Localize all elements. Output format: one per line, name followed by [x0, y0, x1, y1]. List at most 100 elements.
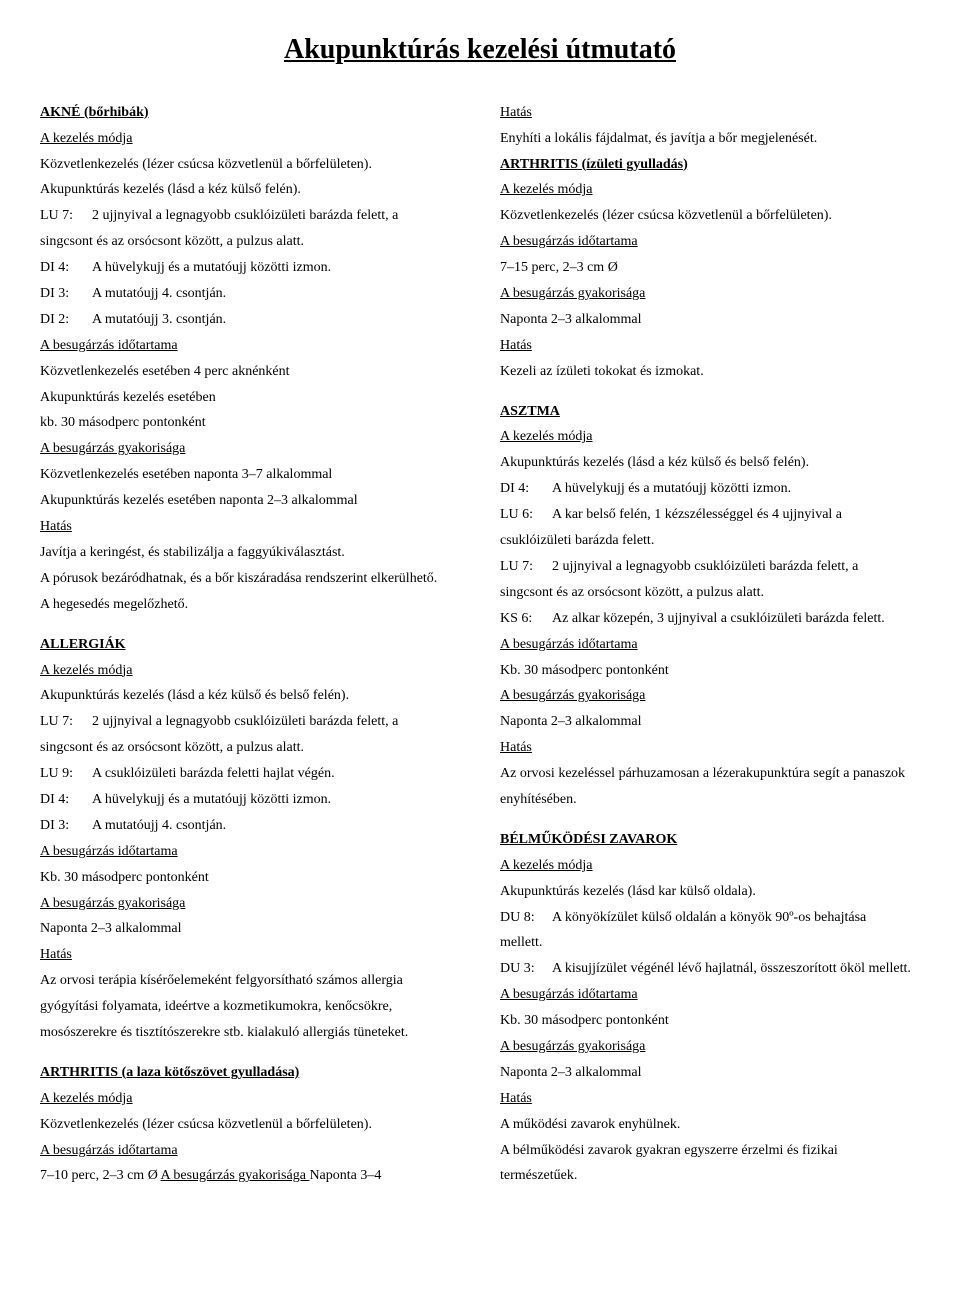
treatment-mode-label: A kezelés módja — [500, 429, 593, 444]
akne-dur3: kb. 30 másodperc pontonként — [40, 410, 460, 436]
allergia-eff1: Az orvosi terápia kísérőelemeként felgyo… — [40, 968, 460, 994]
arth-freq: Naponta 2–3 alkalommal — [500, 307, 920, 333]
lu6-text: A kar belső felén, 1 kézszélességgel és … — [552, 507, 842, 522]
allergia-freq: Naponta 2–3 alkalommal — [40, 916, 460, 942]
irr-duration-label: A besugárzás időtartama — [40, 338, 178, 353]
right-column: Hatás Enyhíti a lokális fájdalmat, és ja… — [500, 100, 920, 1190]
akne-acu-text: Akupunktúrás kezelés (lásd a kéz külső f… — [40, 177, 460, 203]
ks6-code: KS 6: — [500, 606, 552, 632]
irr-duration-label: A besugárzás időtartama — [40, 844, 178, 859]
lu7-code: LU 7: — [40, 203, 92, 229]
left-column: AKNÉ (bőrhibák) A kezelés módja Közvetle… — [40, 100, 460, 1190]
lu7-cont: singcsont és az orsócsont között, a pulz… — [40, 735, 460, 761]
akne-dur2: Akupunktúrás kezelés esetében — [40, 385, 460, 411]
irr-duration-label: A besugárzás időtartama — [40, 1143, 178, 1158]
asztma-eff1: Az orvosi kezeléssel párhuzamosan a léze… — [500, 761, 920, 787]
akne-freq2: Akupunktúrás kezelés esetében naponta 2–… — [40, 488, 460, 514]
di4-code: DI 4: — [40, 787, 92, 813]
akne-eff1: Javítja a keringést, és stabilizálja a f… — [40, 540, 460, 566]
allergia-eff3: mosószerekre és tisztítószerekre stb. ki… — [40, 1020, 460, 1046]
arth-direct: Közvetlenkezelés (lézer csúcsa közvetlen… — [500, 203, 920, 229]
arthritis-heading: ARTHRITIS (ízületi gyulladás) — [500, 157, 688, 172]
bel-eff3: természetűek. — [500, 1163, 920, 1189]
irr-freq-label: A besugárzás gyakorisága — [500, 688, 645, 703]
akne-eff3: A hegesedés megelőzhető. — [40, 592, 460, 618]
treatment-mode-label: A kezelés módja — [500, 182, 593, 197]
asztma-acu: Akupunktúrás kezelés (lásd a kéz külső é… — [500, 450, 920, 476]
du3-code: DU 3: — [500, 956, 552, 982]
lu7-code: LU 7: — [500, 554, 552, 580]
di4-text: A hüvelykujj és a mutatóujj közötti izmo… — [92, 792, 331, 807]
irr-duration-label: A besugárzás időtartama — [500, 234, 638, 249]
asztma-dur: Kb. 30 másodperc pontonként — [500, 658, 920, 684]
akne-dur1: Közvetlenkezelés esetében 4 perc aknénké… — [40, 359, 460, 385]
du8-text: A könyökízület külső oldalán a könyök 90… — [552, 910, 866, 925]
irr-freq-label: A besugárzás gyakorisága — [40, 896, 185, 911]
asztma-heading: ASZTMA — [500, 404, 560, 419]
di4-text: A hüvelykujj és a mutatóujj közötti izmo… — [552, 481, 791, 496]
effect-label: Hatás — [500, 1091, 532, 1106]
arthritis-loose-heading: ARTHRITIS (a laza kötőszövet gyulladása) — [40, 1065, 299, 1080]
akne-eff2: A pórusok bezáródhatnak, és a bőr kiszár… — [40, 566, 460, 592]
treatment-mode-label: A kezelés módja — [40, 131, 133, 146]
di2-text: A mutatóujj 3. csontján. — [92, 312, 226, 327]
du3-text: A kisujjízület végénél lévő hajlatnál, ö… — [552, 961, 911, 976]
di4-code: DI 4: — [500, 476, 552, 502]
irr-freq-label: A besugárzás gyakorisága — [40, 441, 185, 456]
asztma-eff2: enyhítésében. — [500, 787, 920, 813]
columns-container: AKNÉ (bőrhibák) A kezelés módja Közvetle… — [40, 100, 920, 1190]
di3-text: A mutatóujj 4. csontján. — [92, 818, 226, 833]
lu9-text: A csuklóizületi barázda feletti hajlat v… — [92, 766, 335, 781]
di3-text: A mutatóujj 4. csontján. — [92, 286, 226, 301]
irr-freq-label: A besugárzás gyakorisága — [500, 1039, 645, 1054]
bel-heading: BÉLMŰKÖDÉSI ZAVAROK — [500, 832, 677, 847]
lu7-text: 2 ujjnyival a legnagyobb csuklóizületi b… — [92, 714, 398, 729]
effect-label: Hatás — [40, 519, 72, 534]
arthritis-loose-freq-label: A besugárzás gyakorisága — [161, 1168, 310, 1183]
effect-label: Hatás — [500, 338, 532, 353]
bel-dur: Kb. 30 másodperc pontonként — [500, 1008, 920, 1034]
arthritis-loose-dur-a: 7–10 perc, 2–3 cm Ø — [40, 1168, 161, 1183]
lu6-cont: csuklóizületi barázda felett. — [500, 528, 920, 554]
du8-cont: mellett. — [500, 930, 920, 956]
lu7-cont: singcsont és az orsócsont között, a pulz… — [40, 229, 460, 255]
du8-code: DU 8: — [500, 905, 552, 931]
di4-code: DI 4: — [40, 255, 92, 281]
akne-heading: AKNÉ (bőrhibák) — [40, 105, 149, 120]
lu9-code: LU 9: — [40, 761, 92, 787]
treatment-mode-label: A kezelés módja — [500, 858, 593, 873]
lu7-code: LU 7: — [40, 709, 92, 735]
lu7-text: 2 ujjnyival a legnagyobb csuklóizületi b… — [552, 559, 858, 574]
bel-acu: Akupunktúrás kezelés (lásd kar külső old… — [500, 879, 920, 905]
arth-eff: Kezeli az ízületi tokokat és izmokat. — [500, 359, 920, 385]
lu6-code: LU 6: — [500, 502, 552, 528]
page-title: Akupunktúrás kezelési útmutató — [40, 24, 920, 76]
effect-label: Hatás — [40, 947, 72, 962]
effect-label: Hatás — [500, 105, 532, 120]
arth-loose-eff: Enyhíti a lokális fájdalmat, és javítja … — [500, 126, 920, 152]
arthritis-loose-freq-val: Naponta 3–4 — [309, 1168, 381, 1183]
arthritis-loose-direct: Közvetlenkezelés (lézer csúcsa közvetlen… — [40, 1112, 460, 1138]
irr-duration-label: A besugárzás időtartama — [500, 637, 638, 652]
allergia-dur: Kb. 30 másodperc pontonként — [40, 865, 460, 891]
di2-code: DI 2: — [40, 307, 92, 333]
bel-eff2: A bélműködési zavarok gyakran egyszerre … — [500, 1138, 920, 1164]
bel-freq: Naponta 2–3 alkalommal — [500, 1060, 920, 1086]
di4-text: A hüvelykujj és a mutatóujj közötti izmo… — [92, 260, 331, 275]
ks6-text: Az alkar közepén, 3 ujjnyival a csuklóiz… — [552, 611, 885, 626]
akne-freq1: Közvetlenkezelés esetében naponta 3–7 al… — [40, 462, 460, 488]
effect-label: Hatás — [500, 740, 532, 755]
allergia-heading: ALLERGIÁK — [40, 637, 126, 652]
irr-duration-label: A besugárzás időtartama — [500, 987, 638, 1002]
akne-direct-text: Közvetlenkezelés (lézer csúcsa közvetlen… — [40, 152, 460, 178]
treatment-mode-label: A kezelés módja — [40, 1091, 133, 1106]
treatment-mode-label: A kezelés módja — [40, 663, 133, 678]
bel-eff1: A működési zavarok enyhülnek. — [500, 1112, 920, 1138]
arth-dur: 7–15 perc, 2–3 cm Ø — [500, 255, 920, 281]
di3-code: DI 3: — [40, 813, 92, 839]
lu7-cont: singcsont és az orsócsont között, a pulz… — [500, 580, 920, 606]
allergia-eff2: gyógyítási folyamata, ideértve a kozmeti… — [40, 994, 460, 1020]
di3-code: DI 3: — [40, 281, 92, 307]
irr-freq-label: A besugárzás gyakorisága — [500, 286, 645, 301]
asztma-freq: Naponta 2–3 alkalommal — [500, 709, 920, 735]
